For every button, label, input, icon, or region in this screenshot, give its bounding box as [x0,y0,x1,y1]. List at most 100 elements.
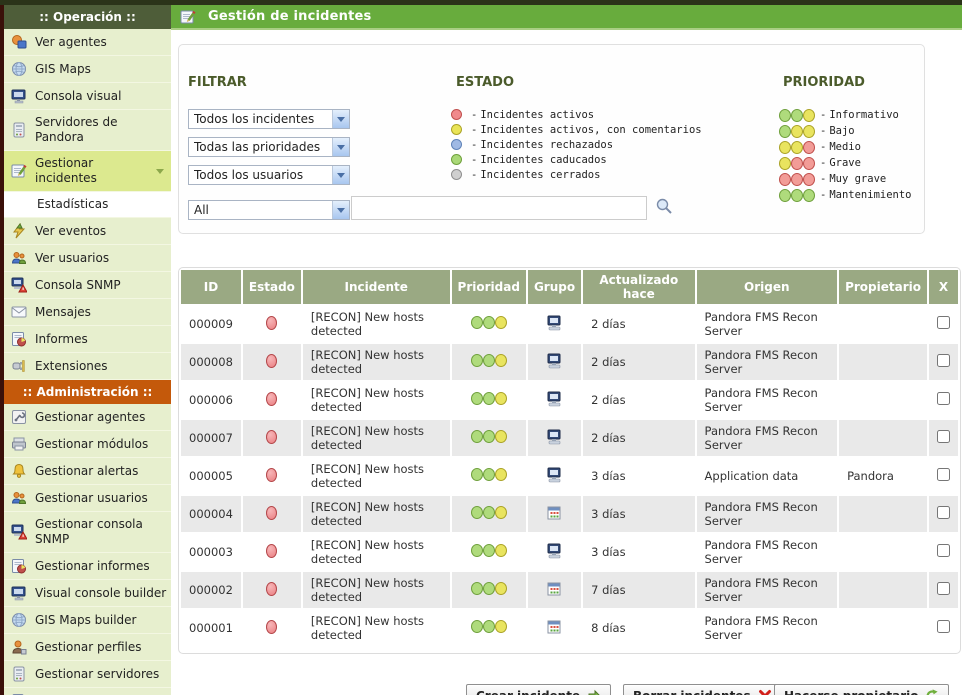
incident-filter-select[interactable]: Todos los incidentes [188,109,350,129]
filter-panel: FILTRAR ESTADO PRIORIDAD Todos los incid… [178,44,925,234]
column-header-actualizado-hace: Actualizado hace [583,270,695,304]
create-incident-button[interactable]: Crear incidente [466,684,612,695]
sidebar-item-gestionar-modulos[interactable]: Gestionar módulos [4,431,171,458]
select-incident-checkbox[interactable] [936,582,950,595]
prioridad-legend-label: Medio [829,141,861,153]
sidebar-item-mensajes[interactable]: Mensajes [4,299,171,326]
select-incident-checkbox[interactable] [936,506,950,519]
sidebar-item-label: Gestionar servidores [35,666,160,681]
user-filter-select[interactable]: Todos los usuarios [188,165,350,185]
priority-dot-yellow [494,468,507,481]
sidebar-item-gestionar-alertas[interactable]: Gestionar alertas [4,458,171,485]
column-header-prioridad: Prioridad [451,270,526,304]
column-header-origen: Origen [696,270,838,304]
users-icon [11,490,28,506]
monitor-icon [11,585,28,601]
events-icon [11,223,28,239]
sidebar-item-gestionar-consola-snmp[interactable]: Gestionar consola SNMP [4,512,171,553]
sidebar-item-gestionar-agentes[interactable]: Gestionar agentes [4,404,171,431]
priority-dot-green [482,620,495,633]
dash: - [471,108,478,121]
status-dot [451,124,462,135]
manage-agents-icon [11,409,28,425]
sidebar-item-gestionar-incidentes[interactable]: Gestionar incidentes [4,151,171,192]
priority-dot-red [779,172,791,186]
priority-filter-select[interactable]: Todas las prioridades [188,137,350,157]
select-incident-checkbox[interactable] [936,468,950,481]
select-incident-checkbox[interactable] [936,430,950,443]
top-strip [0,0,962,5]
sidebar-item-gestionar-usuarios[interactable]: Gestionar usuarios [4,485,171,512]
column-header-id: ID [181,270,241,304]
prioridad-legend-item: - Grave [779,155,912,171]
estado-legend-label: Incidentes rechazados [480,138,614,151]
priority-dot-yellow [494,620,507,633]
column-header-estado: Estado [242,270,301,304]
updated-ago: 2 días [583,344,695,380]
select-incident-checkbox[interactable] [936,544,950,557]
select-value: Todos los usuarios [194,168,304,182]
sidebar-item-servidores-de-pandora[interactable]: Servidores de Pandora [4,110,171,151]
sidebar-item-ver-usuarios[interactable]: Ver usuarios [4,245,171,272]
select-incident-checkbox[interactable] [936,620,950,633]
sidebar-item-auditoria-del-sistema[interactable]: Auditoría del sistema [4,688,171,695]
priority-dot-green [470,354,483,367]
priority-dot-yellow [494,392,507,405]
prioridad-legend-item: - Muy grave [779,171,912,187]
updated-ago: 2 días [583,306,695,342]
sidebar-item-gis-maps-builder[interactable]: GIS Maps builder [4,607,171,634]
table-row: 000005 [RECON] New hosts detected 3 días… [181,458,958,494]
sidebar-section-operacion: :: Operación :: [4,5,171,29]
prioridad-legend-label: Muy grave [829,173,887,185]
sidebar-item-estadisticas[interactable]: Estadísticas [4,192,171,218]
status-dot [451,154,462,165]
delete-incidents-button[interactable]: Borrar incidentes [623,684,782,695]
dash: - [471,153,478,166]
priority-dot-green [470,620,483,633]
take-ownership-button[interactable]: Hacerse propietario [774,684,950,695]
owner [839,534,927,570]
prioridad-legend-item: - Medio [779,139,912,155]
sidebar-item-consola-visual[interactable]: Consola visual [4,83,171,110]
action-button-label: Crear incidente [476,689,580,695]
sidebar-item-label: Gestionar módulos [35,436,149,451]
sidebar-item-gestionar-perfiles[interactable]: Gestionar perfiles [4,634,171,661]
sidebar-item-gestionar-servidores[interactable]: Gestionar servidores [4,661,171,688]
incident-title: [RECON] New hosts detected [302,534,450,570]
incident-title: [RECON] New hosts detected [302,572,450,608]
estado-legend-item: - Incidentes caducados [451,152,702,167]
incident-id: 000003 [181,534,241,570]
refresh-icon [925,689,939,695]
priority-dot-green [470,468,483,481]
owner [839,610,927,646]
sidebar-item-informes[interactable]: Informes [4,326,171,353]
select-incident-checkbox[interactable] [936,354,950,367]
computer-icon [546,467,563,483]
priority-dot-yellow [803,108,815,122]
select-incident-checkbox[interactable] [936,316,950,329]
dash: - [820,109,827,121]
sidebar-item-ver-agentes[interactable]: Ver agentes [4,29,171,56]
table-row: 000004 [RECON] New hosts detected 3 días… [181,496,958,532]
table-row: 000002 [RECON] New hosts detected 7 días… [181,572,958,608]
sidebar-item-consola-snmp[interactable]: Consola SNMP [4,272,171,299]
sidebar-item-visual-console-builder[interactable]: Visual console builder [4,580,171,607]
magnifier-icon[interactable] [655,197,675,217]
search-input[interactable] [351,196,647,220]
priority-dot-yellow [791,140,803,154]
sidebar-item-gis-maps[interactable]: GIS Maps [4,56,171,83]
updated-ago: 2 días [583,420,695,456]
owner [839,420,927,456]
group-filter-select[interactable]: All [188,200,350,220]
sidebar-item-label: Informes [35,331,88,346]
sidebar-item-gestionar-informes[interactable]: Gestionar informes [4,553,171,580]
select-incident-checkbox[interactable] [936,392,950,405]
incident-title: [RECON] New hosts detected [302,496,450,532]
sidebar-item-extensiones[interactable]: Extensiones [4,353,171,380]
sidebar-item-label: Consola visual [35,88,122,103]
sidebar-item-ver-eventos[interactable]: Ver eventos [4,218,171,245]
priority-dot-green [482,582,495,595]
priority-dot-green [470,430,483,443]
priority-dot-green [470,506,483,519]
incident-id: 000001 [181,610,241,646]
